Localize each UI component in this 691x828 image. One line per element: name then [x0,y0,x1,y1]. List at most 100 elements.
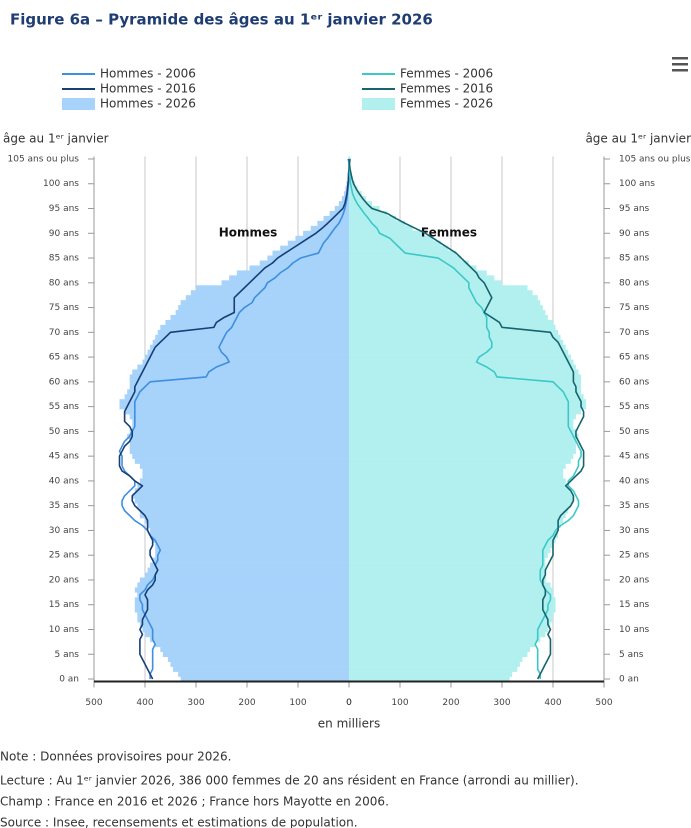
y-tick-label: 60 ans [619,377,650,387]
y-tick-label: 65 ans [619,353,650,363]
bar [349,206,380,212]
bar [155,641,349,648]
y-tick-label: 55 ans [49,402,80,412]
bar [349,324,556,331]
bar [349,532,559,539]
legend-swatch [362,98,395,110]
bar [145,354,349,360]
bar [152,557,349,563]
bar [167,656,349,662]
bar [349,582,551,588]
y-tick-label: 15 ans [49,600,80,610]
annotation: Hommes [219,226,278,240]
bar [349,483,569,489]
legend-label: Femmes - 2016 [400,82,493,96]
bar [287,240,349,246]
bar [349,191,362,197]
y-tick-label: 0 an [59,675,79,685]
y-tick-label: 50 ans [619,427,650,437]
bar [160,646,349,653]
bar [129,379,349,385]
bar [178,305,349,311]
bar [147,349,349,355]
legend-item[interactable]: Femmes - 2016 [362,82,493,96]
bar [142,468,349,474]
y-tick-label: 45 ans [49,452,80,462]
bar [349,305,543,311]
bar [160,324,349,331]
bar [129,448,349,454]
bar [155,334,349,341]
legend-item[interactable]: Hommes - 2006 [62,67,196,81]
bar [349,542,553,549]
bar [310,225,349,232]
y-tick-label: 95 ans [619,204,650,214]
bar [349,503,571,509]
bar [132,453,349,459]
bar [170,314,349,321]
bar [349,488,571,494]
bar [349,300,541,306]
series-line [348,158,585,680]
bar [349,414,576,420]
bar [134,607,349,613]
bar [150,562,349,568]
bar [170,661,349,667]
bar [137,582,349,588]
bar [129,414,349,420]
bar [349,419,574,425]
bar [173,666,349,672]
series-line [118,158,350,680]
bar [349,661,520,667]
bar [139,478,349,484]
bar [349,493,574,499]
y-tick-label: 10 ans [619,625,650,635]
chart-title: Figure 6a – Pyramide des âges au 1ᵉʳ jan… [10,11,433,29]
legend-item[interactable]: Femmes - 2026 [362,97,493,111]
bar [145,518,349,524]
bar [349,210,388,217]
legend-item[interactable]: Hommes - 2026 [62,97,196,111]
legend-item[interactable]: Femmes - 2006 [362,67,493,81]
bar [349,592,553,598]
y-tick-label: 100 ans [43,179,79,189]
bar [127,389,350,395]
x-tick-label: 0 [346,698,352,708]
bar [134,458,349,464]
menu-button[interactable] [672,57,688,72]
bar [349,423,574,430]
bar [349,314,548,321]
y-tick-label: 90 ans [49,229,80,239]
x-tick-label: 500 [595,698,612,708]
note: Source : Insee, recensements et estimati… [0,816,358,828]
x-tick-label: 400 [136,698,153,708]
bar [157,329,349,336]
y-tick-label: 10 ans [49,625,80,635]
bar [349,280,502,286]
menu-bar [672,63,688,66]
bar [349,527,559,534]
bar [178,671,349,677]
bar [349,260,469,266]
bar [349,572,546,578]
legend-item[interactable]: Hommes - 2016 [62,82,196,96]
bar [349,443,576,450]
bar [349,364,576,370]
bar [329,210,349,217]
bar [349,523,561,529]
note: Champ : France en 2016 et 2026 ; France … [0,795,389,809]
bar [349,334,561,341]
bar [349,597,556,603]
bar [349,631,546,638]
x-tick-label: 100 [391,698,408,708]
bar [349,404,587,410]
bar-group [349,156,587,682]
bar [349,478,566,484]
x-tick-label: 400 [544,698,561,708]
series-line [348,158,582,680]
bar [349,394,584,400]
bar [349,458,571,464]
bar [142,473,349,479]
legend-swatch [62,98,95,110]
